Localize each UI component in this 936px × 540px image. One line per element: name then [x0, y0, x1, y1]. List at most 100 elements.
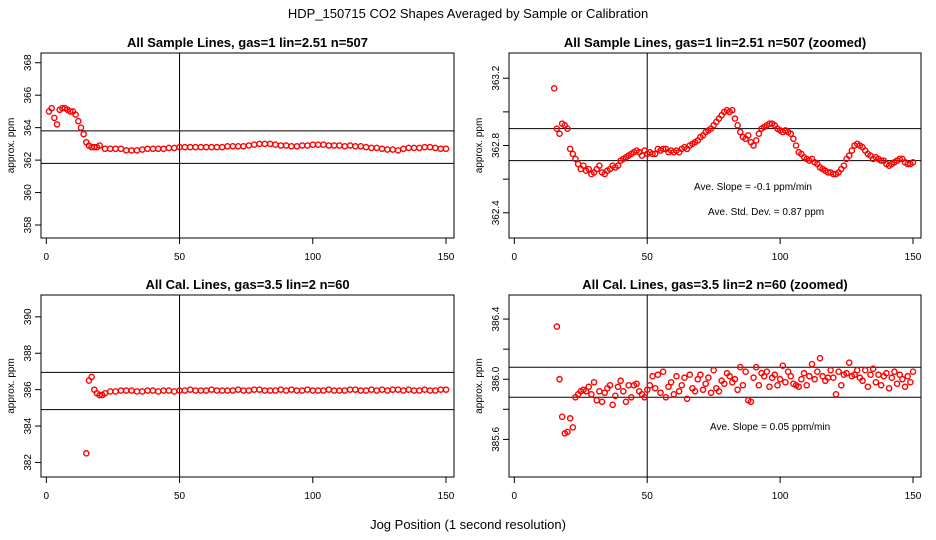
y-tick-label: 366: [23, 86, 34, 103]
x-tick-label: 100: [304, 491, 321, 502]
data-point: [566, 415, 574, 422]
data-point: [389, 146, 397, 153]
data-point: [421, 386, 428, 393]
y-tick-label: 362.4: [491, 200, 502, 225]
data-point: [811, 375, 818, 383]
data-point: [320, 387, 327, 394]
data-point: [633, 380, 640, 388]
data-point: [357, 143, 365, 150]
data-point: [144, 145, 151, 153]
y-tick-label: 386: [23, 381, 34, 398]
data-point: [840, 162, 848, 169]
data-point: [614, 162, 622, 169]
data-point: [128, 147, 135, 154]
data-point: [138, 146, 146, 153]
y-axis-label: approx. ppm: [6, 358, 17, 414]
x-tick-label: 100: [304, 252, 321, 263]
data-point: [426, 387, 434, 394]
data-point: [742, 368, 749, 376]
chart-title: All Cal. Lines, gas=3.5 lin=2 n=60 (zoom…: [582, 277, 848, 292]
x-tick-label: 150: [438, 252, 455, 263]
data-point: [707, 389, 715, 397]
data-point: [731, 115, 739, 122]
data-point: [625, 381, 632, 389]
data-point: [569, 150, 577, 158]
data-point: [827, 366, 834, 374]
data-point: [710, 366, 717, 374]
data-point: [744, 132, 752, 139]
data-point: [686, 371, 694, 379]
y-tick-label: 362: [23, 151, 34, 168]
data-point: [53, 121, 61, 128]
data-point: [341, 387, 349, 394]
data-point: [144, 387, 151, 394]
data-point: [558, 413, 566, 421]
data-point: [734, 386, 741, 394]
y-tick-label: 358: [23, 216, 34, 233]
data-point: [585, 383, 593, 391]
data-point: [208, 386, 215, 393]
data-point: [590, 378, 598, 386]
chart-title: All Sample Lines, gas=1 lin=2.51 n=507: [127, 35, 368, 50]
y-tick-label: 364: [23, 119, 34, 136]
data-point: [437, 145, 444, 153]
data-point: [657, 389, 664, 397]
chart-panel-2: All Sample Lines, gas=1 lin=2.51 n=507 (…: [474, 35, 922, 263]
data-point: [384, 146, 391, 153]
data-point: [154, 145, 162, 153]
data-point: [843, 369, 850, 377]
data-point: [553, 125, 561, 132]
data-point: [298, 387, 306, 394]
data-point: [154, 388, 162, 395]
data-point: [883, 369, 890, 377]
data-point: [160, 145, 167, 153]
data-point: [346, 386, 354, 393]
data-point: [553, 323, 561, 330]
data-point: [336, 142, 343, 149]
data-point: [702, 380, 709, 388]
data-point: [683, 395, 691, 403]
data-point: [736, 128, 744, 136]
y-tick-label: 388: [23, 344, 34, 361]
data-point: [747, 398, 755, 406]
data-point: [213, 387, 221, 394]
data-point: [837, 381, 845, 389]
data-point: [432, 387, 439, 394]
data-point: [288, 386, 295, 393]
data-point: [309, 387, 317, 394]
data-point: [117, 145, 125, 153]
data-point: [798, 375, 805, 383]
data-point: [266, 387, 274, 394]
data-point: [888, 374, 896, 382]
data-point: [229, 387, 237, 394]
data-point: [330, 142, 338, 149]
data-point: [641, 393, 648, 401]
plot-frame: [508, 294, 922, 478]
data-point: [106, 145, 114, 153]
y-tick-label: 363.2: [491, 65, 502, 90]
data-point: [75, 117, 82, 125]
x-tick-label: 50: [642, 252, 654, 263]
data-point: [869, 365, 877, 373]
data-point: [904, 372, 912, 380]
data-point: [192, 387, 199, 394]
data-point: [848, 147, 856, 154]
data-point: [697, 371, 704, 379]
data-point: [293, 387, 301, 394]
data-point: [266, 140, 274, 148]
data-point: [877, 157, 885, 164]
data-point: [378, 145, 386, 153]
data-point: [256, 386, 263, 393]
x-tick-label: 150: [905, 252, 922, 263]
data-point: [654, 371, 662, 379]
data-point: [755, 130, 763, 138]
y-tick-label: 368: [23, 54, 34, 71]
data-point: [550, 85, 558, 92]
x-tick-label: 50: [174, 491, 186, 502]
data-point: [609, 401, 616, 409]
data-point: [726, 372, 733, 380]
data-point: [272, 141, 279, 148]
data-point: [872, 378, 880, 386]
data-point: [400, 387, 407, 394]
data-point: [373, 387, 381, 394]
